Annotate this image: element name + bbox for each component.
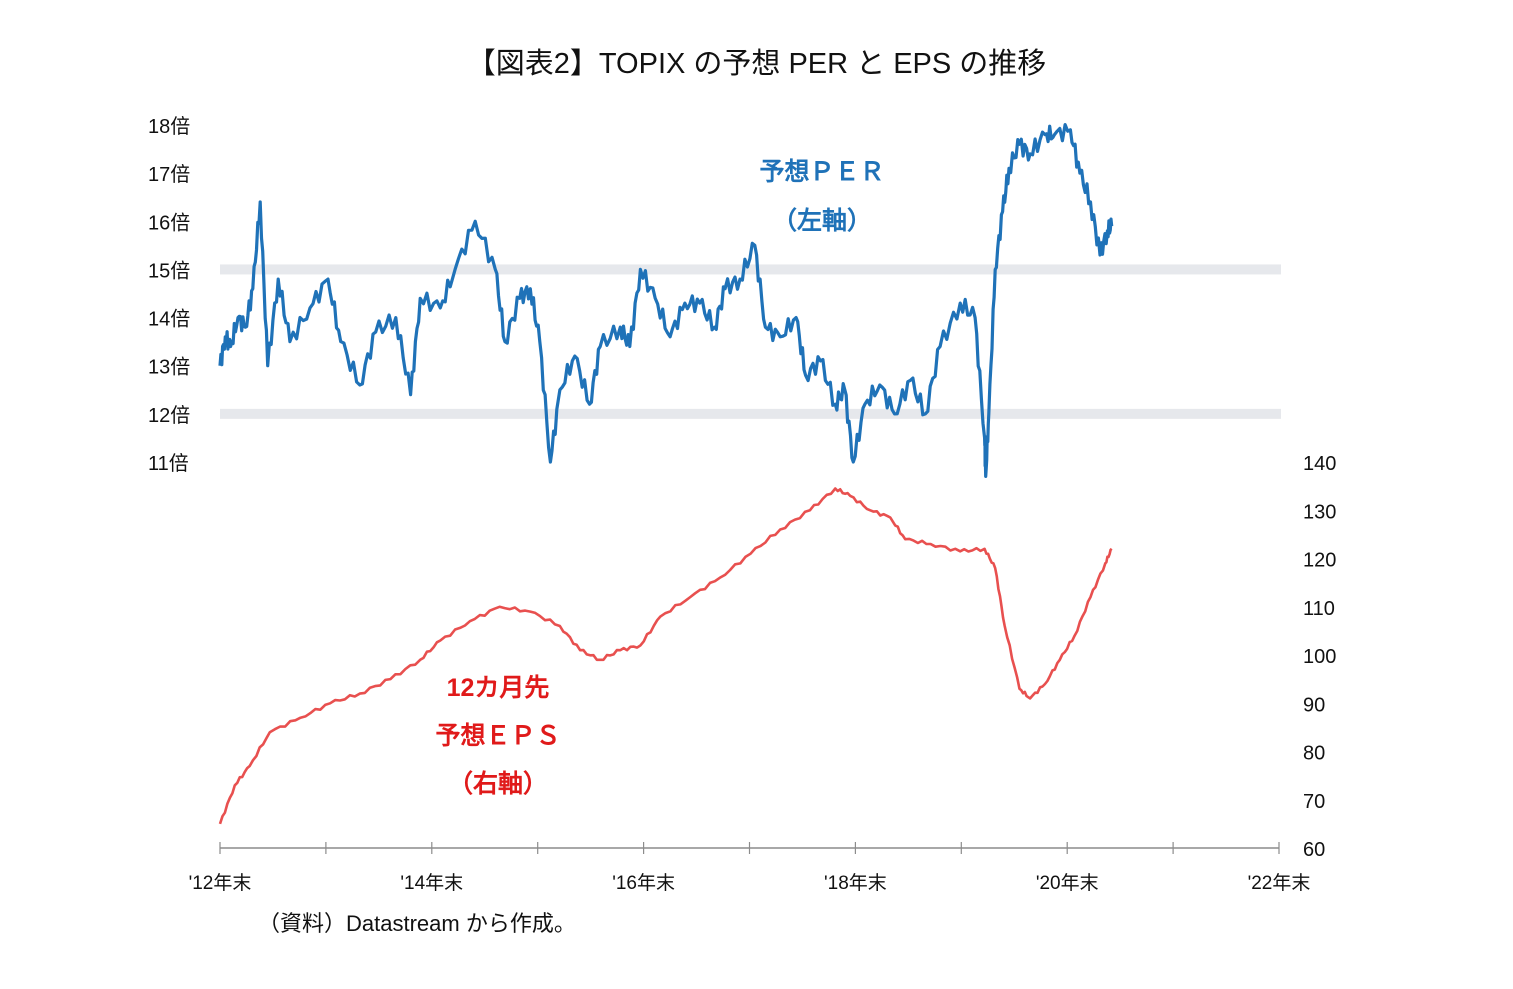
x-tick-label: '16年末 — [612, 872, 675, 894]
y-left-tick-label: 15倍 — [148, 259, 190, 282]
y-left-tick-label: 16倍 — [148, 211, 190, 234]
x-tick-label: '20年末 — [1036, 872, 1099, 894]
y-right-tick-label: 80 — [1303, 743, 1325, 765]
per-series-label: （左軸） — [772, 206, 872, 235]
x-tick-label: '12年末 — [189, 872, 252, 894]
x-tick-label: '18年末 — [824, 872, 887, 894]
y-right-tick-label: 100 — [1303, 646, 1336, 668]
reference-band-15 — [220, 264, 1281, 275]
y-left-tick-label: 14倍 — [148, 308, 190, 331]
y-axis-left: 18倍 17倍 16倍 15倍 14倍 13倍 12倍 11倍 — [148, 115, 190, 475]
y-right-tick-label: 130 — [1303, 501, 1336, 523]
x-axis: '12年末 '14年末 '16年末 '18年末 '20年末 '22年末 — [189, 842, 1311, 894]
chart-title: 【図表2】TOPIX の予想 PER と EPS の推移 — [466, 48, 1047, 80]
series-lines — [218, 123, 1114, 825]
y-right-tick-label: 90 — [1303, 694, 1325, 716]
eps-series-label: （右軸） — [448, 769, 548, 798]
y-left-tick-label: 11倍 — [148, 452, 189, 475]
y-right-tick-label: 120 — [1303, 550, 1336, 572]
y-right-tick-label: 110 — [1303, 598, 1335, 620]
per-series-line — [218, 123, 1114, 478]
y-left-tick-label: 18倍 — [148, 115, 190, 138]
y-left-tick-label: 13倍 — [148, 356, 190, 379]
x-tick-label: '22年末 — [1248, 872, 1311, 894]
source-note: （資料）Datastream から作成。 — [258, 911, 576, 936]
x-tick-label: '14年末 — [400, 872, 463, 894]
eps-series-label: 12カ月先 — [447, 674, 550, 702]
y-left-tick-label: 12倍 — [148, 404, 190, 427]
y-right-tick-label: 140 — [1303, 453, 1336, 475]
reference-bands — [220, 264, 1281, 419]
y-axis-right: 140 130 120 110 100 90 80 70 60 — [1303, 453, 1336, 861]
y-right-tick-label: 60 — [1303, 839, 1325, 861]
eps-series-line — [218, 487, 1113, 825]
eps-series-label: 予想ＥＰＳ — [435, 722, 560, 750]
reference-band-12 — [220, 408, 1281, 419]
per-series-label: 予想ＰＥＲ — [759, 158, 884, 186]
y-left-tick-label: 17倍 — [148, 163, 190, 186]
y-right-tick-label: 70 — [1303, 791, 1325, 813]
